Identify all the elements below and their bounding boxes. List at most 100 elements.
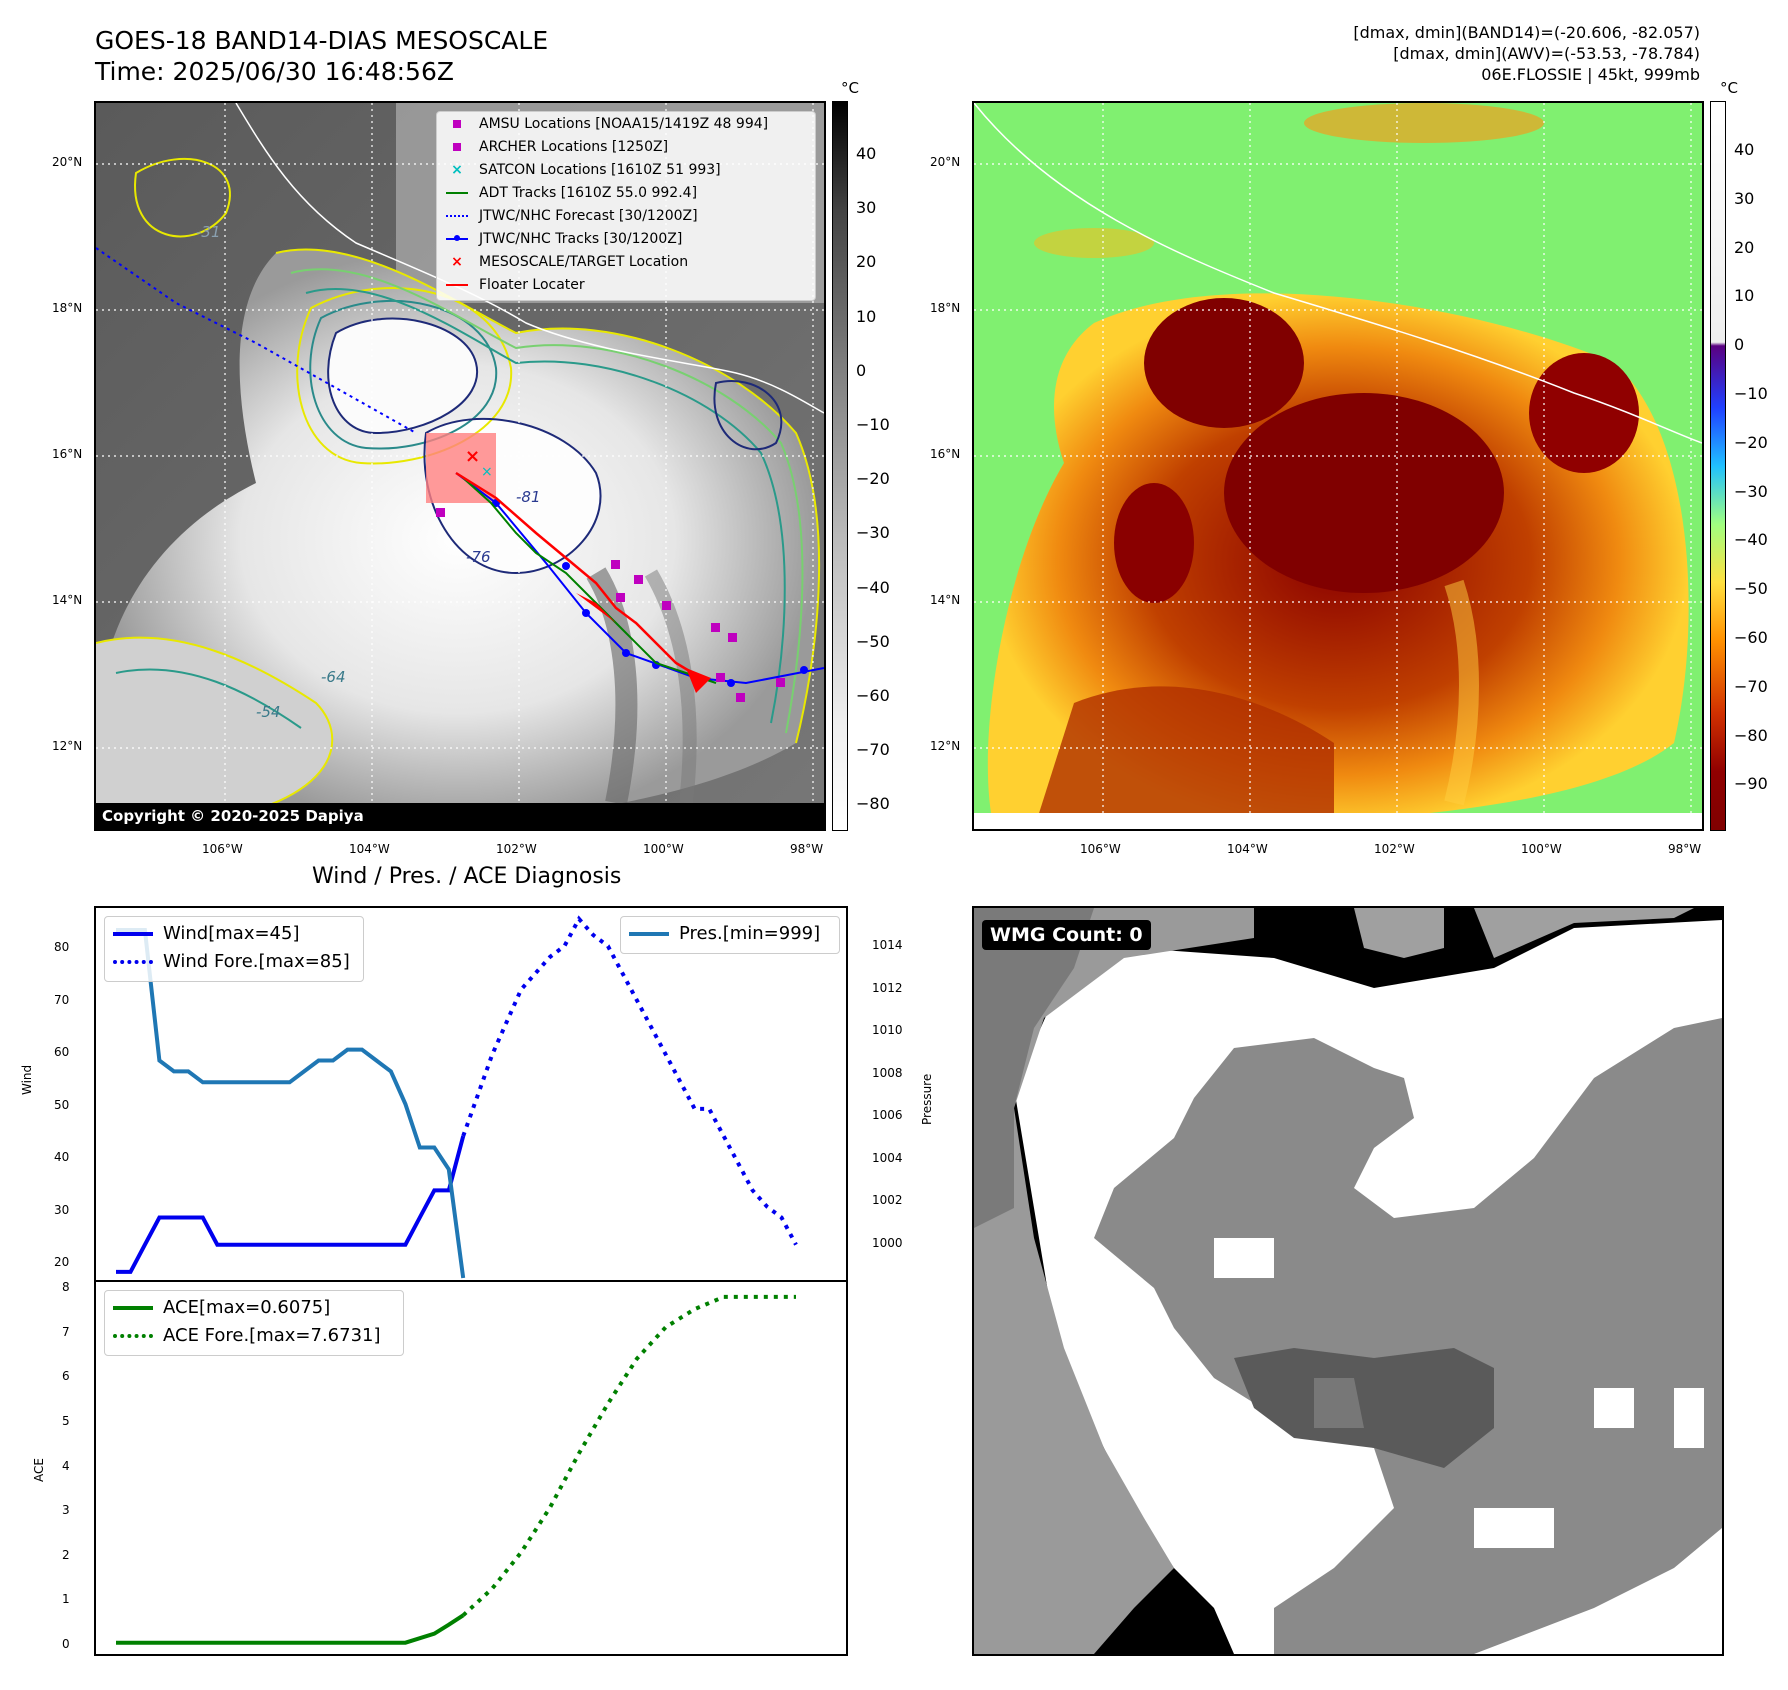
pressure-tick: 1002 — [872, 1193, 903, 1208]
map-legend: AMSU Locations [NOAA15/1419Z 48 994] ARC… — [436, 111, 816, 301]
magenta-square-icon — [445, 116, 469, 132]
legend-entry: Wind[max=45] — [113, 923, 300, 944]
awv-colorbar-tick: −70 — [1734, 676, 1768, 696]
legend-entry: ACE[max=0.6075] — [113, 1297, 330, 1318]
wind-axis-label: Wind — [20, 1064, 34, 1095]
lat-label: 16°N — [52, 447, 83, 461]
pressure-tick: 1004 — [872, 1150, 903, 1165]
awv-colorbar-tick: −60 — [1734, 628, 1768, 647]
ace-tick: 1 — [62, 1592, 70, 1607]
ir-colorbar-tick: −50 — [856, 631, 890, 651]
ace-axis-label: ACE — [32, 1458, 46, 1482]
awv-colorbar-tick: −10 — [1734, 384, 1768, 403]
awv-colorbar-tick: −30 — [1734, 481, 1768, 501]
awv-imagery — [974, 103, 1702, 829]
series-line-1 — [461, 915, 798, 1246]
ir-colorbar-tick: 10 — [856, 306, 877, 326]
ace-tick: 4 — [62, 1458, 70, 1473]
blue-dotted-line-icon — [445, 208, 469, 224]
ir-colorbar — [832, 101, 848, 831]
pressure-tick: 1000 — [872, 1236, 903, 1250]
figure-timestamp: Time: 2025/06/30 16:48:56Z — [95, 57, 454, 86]
awv-colorbar-tick: −20 — [1734, 432, 1768, 452]
wind-tick: 60 — [54, 1045, 70, 1059]
awv-colorbar-tick: −90 — [1734, 774, 1768, 794]
awv-colorbar-tick: −80 — [1734, 725, 1768, 745]
lat-label: 20°N — [52, 155, 83, 169]
lat-label: 20°N — [930, 155, 961, 169]
ir-colorbar-tick: −30 — [856, 523, 890, 543]
contour-label: -76 — [466, 548, 491, 566]
lat-label: 14°N — [930, 593, 961, 607]
legend-entry: ACE Fore.[max=7.6731] — [113, 1325, 381, 1346]
lon-label: 106°W — [1080, 842, 1121, 856]
solid-line-icon — [113, 923, 153, 944]
lon-label: 104°W — [1227, 842, 1268, 856]
legend-entry: ARCHER Locations [1250Z] — [445, 139, 668, 155]
magenta-square-icon — [445, 139, 469, 155]
pressure-tick: 1008 — [872, 1065, 903, 1080]
wind-tick: 80 — [54, 940, 70, 954]
ir-colorbar-tick: 20 — [856, 252, 877, 272]
cyan-x-icon: × — [451, 162, 463, 178]
pressure-axis-label: Pressure — [920, 1073, 934, 1125]
ace-tick: 2 — [62, 1547, 70, 1562]
series-line-1 — [461, 1294, 796, 1617]
legend-entry: × SATCON Locations [1610Z 51 993] — [445, 162, 721, 178]
ir-colorbar-tick: 30 — [856, 198, 877, 218]
legend-entry: × MESOSCALE/TARGET Location — [445, 254, 688, 270]
series-line-0 — [116, 1135, 466, 1274]
lon-label: 100°W — [643, 842, 684, 856]
lon-label: 102°W — [496, 842, 537, 856]
dotted-line-icon — [113, 951, 153, 972]
legend-entry: JTWC/NHC Tracks [30/1200Z] — [445, 231, 682, 247]
awv-colorbar-tick: −50 — [1734, 579, 1768, 599]
contour-label: -81 — [516, 488, 541, 506]
series-line-2 — [116, 928, 466, 1279]
awv-colorbar-tick: 10 — [1734, 286, 1755, 306]
wind-tick: 20 — [54, 1255, 70, 1269]
lon-label: 106°W — [202, 842, 243, 856]
ir-colorbar-tick: −80 — [856, 794, 890, 814]
ir-colorbar-tick: −70 — [856, 740, 890, 760]
pressure-tick: 1010 — [872, 1023, 903, 1038]
awv-colorbar-tick: 0 — [1734, 335, 1745, 355]
wmg-panel: WMG Count: 0 — [972, 906, 1724, 1656]
awv-colorbar — [1710, 101, 1726, 831]
storm-info: 06E.FLOSSIE | 45kt, 999mb — [1481, 65, 1700, 84]
wind-pressure-chart — [116, 915, 798, 1279]
pressure-legend: Pres.[min=999] — [620, 916, 840, 954]
ir-colorbar-tick: −10 — [856, 415, 890, 434]
red-line-icon — [445, 277, 469, 293]
lon-label: 98°W — [790, 842, 824, 856]
contour-label: -64 — [321, 668, 346, 686]
series-line-0 — [116, 1613, 465, 1645]
lat-label: 18°N — [930, 301, 961, 315]
wind-pressure-plot: Wind[max=45] Wind Fore.[max=85] Pres.[mi… — [94, 906, 848, 1282]
ace-tick: 6 — [62, 1369, 70, 1384]
ir-colorbar-tick: 40 — [856, 144, 877, 163]
lon-label: 100°W — [1521, 842, 1562, 856]
wmg-imagery — [974, 908, 1722, 1654]
solid-line-icon — [629, 923, 669, 944]
wind-legend: Wind[max=45] Wind Fore.[max=85] — [104, 916, 364, 982]
awv-colorbar-tick: −40 — [1734, 530, 1768, 550]
lon-label: 102°W — [1374, 842, 1415, 856]
pressure-tick: 1012 — [872, 980, 903, 995]
colorbar-unit: °C — [841, 79, 859, 97]
wind-tick: 40 — [54, 1150, 70, 1164]
green-line-icon — [445, 185, 469, 201]
contour-label: -31 — [196, 223, 221, 241]
ir-satellite-map: × × Copyright © 2020-2025 Dapiya -31 -54… — [94, 101, 826, 831]
contour-label: -54 — [256, 703, 281, 721]
lat-label: 18°N — [52, 301, 83, 315]
ace-chart — [116, 1294, 796, 1645]
lat-label: 12°N — [52, 739, 83, 753]
legend-entry: AMSU Locations [NOAA15/1419Z 48 994] — [445, 116, 768, 132]
lat-label: 16°N — [930, 447, 961, 461]
legend-entry: Wind Fore.[max=85] — [113, 951, 350, 972]
figure-title: GOES-18 BAND14-DIAS MESOSCALE — [95, 26, 549, 55]
ace-tick: 7 — [62, 1324, 70, 1339]
dotted-line-icon — [113, 1325, 153, 1346]
band14-stats: [dmax, dmin](BAND14)=(-20.606, -82.057) — [1353, 23, 1700, 42]
